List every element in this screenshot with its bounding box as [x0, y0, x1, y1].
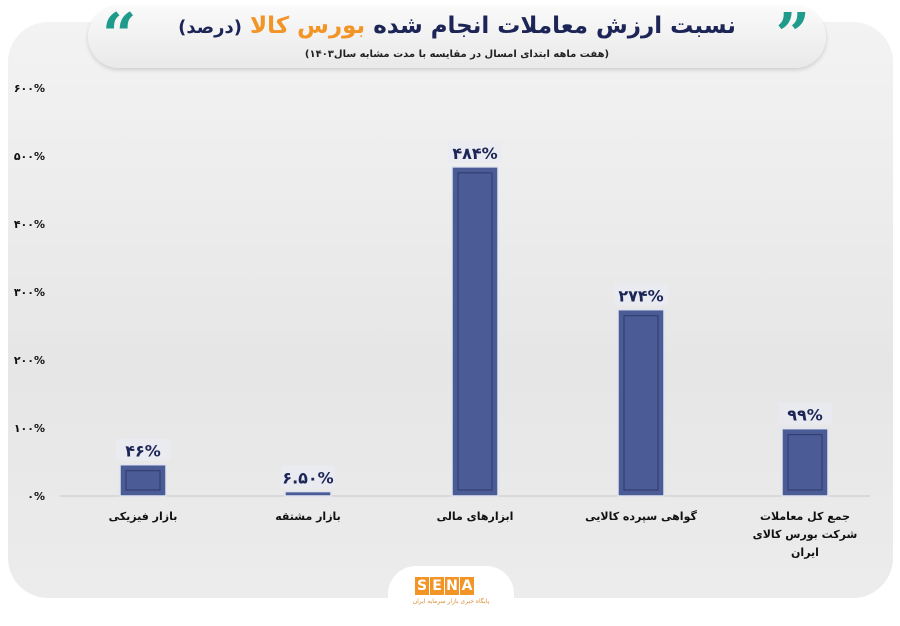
bar-inner-border — [125, 470, 161, 491]
title-text: نسبت ارزش معاملات انجام شده — [373, 13, 736, 39]
title-unit: (درصد) — [178, 17, 242, 38]
y-tick-label: ۳۰۰% — [14, 286, 45, 299]
data-label-bg — [116, 438, 170, 461]
x-tick-label: جمع کل معاملات شرکت بورس کالای ایران — [752, 510, 858, 559]
data-label-bg — [448, 140, 502, 163]
data-label: ۲۷۴% — [618, 287, 663, 306]
data-label: ۹۹% — [787, 406, 823, 425]
data-label: ۴۶% — [125, 442, 161, 461]
data-label-bg — [614, 283, 668, 306]
y-tick-label: ۰% — [27, 490, 45, 503]
bar — [119, 463, 167, 497]
logo-letter: N — [445, 577, 459, 595]
y-tick-label: ۱۰۰% — [14, 422, 45, 435]
y-tick-label: ۲۰۰% — [14, 354, 45, 367]
bar — [781, 427, 829, 497]
logo-letter: S — [415, 577, 429, 595]
chart-panel — [8, 22, 893, 598]
chart-title: نسبت ارزش معاملات انجام شده بورس کالا (د… — [88, 13, 826, 39]
x-tick-label: بازار فیزیکی — [108, 510, 178, 523]
title-accent: بورس کالا — [250, 13, 366, 39]
bar-inner-border — [787, 434, 823, 491]
x-tick-label: بازار مشتقه — [275, 510, 341, 523]
logo-tab — [388, 566, 514, 626]
bar-inner-border — [457, 172, 493, 491]
data-label: ۴۸۴% — [452, 144, 497, 163]
logo-letter: E — [430, 577, 444, 595]
x-tick-label: ابزارهای مالی — [436, 510, 514, 523]
open-quote-icon: “ — [102, 1, 137, 71]
y-tick-label: ۶۰۰% — [14, 82, 45, 95]
bar — [284, 490, 332, 497]
logo-letter: A — [460, 577, 474, 595]
logo-tagline: پایگاه خبری بازار سرمایه ایران — [412, 598, 490, 605]
title-box: “ ” نسبت ارزش معاملات انجام شده بورس کال… — [88, 6, 826, 68]
y-tick-label: ۵۰۰% — [14, 150, 45, 163]
bar-inner-border — [623, 315, 659, 491]
bar — [617, 308, 665, 497]
data-label-bg — [281, 465, 335, 488]
y-tick-label: ۴۰۰% — [14, 218, 45, 231]
close-quote-icon: ” — [775, 1, 810, 71]
chart-subtitle: (هفت ماهه ابتدای امسال در مقایسه با مدت … — [304, 49, 610, 60]
bar — [451, 166, 499, 497]
data-label: ۶.۵۰% — [282, 469, 333, 488]
x-tick-label: گواهی سپرده کالایی — [585, 510, 697, 523]
data-label-bg — [778, 402, 832, 425]
